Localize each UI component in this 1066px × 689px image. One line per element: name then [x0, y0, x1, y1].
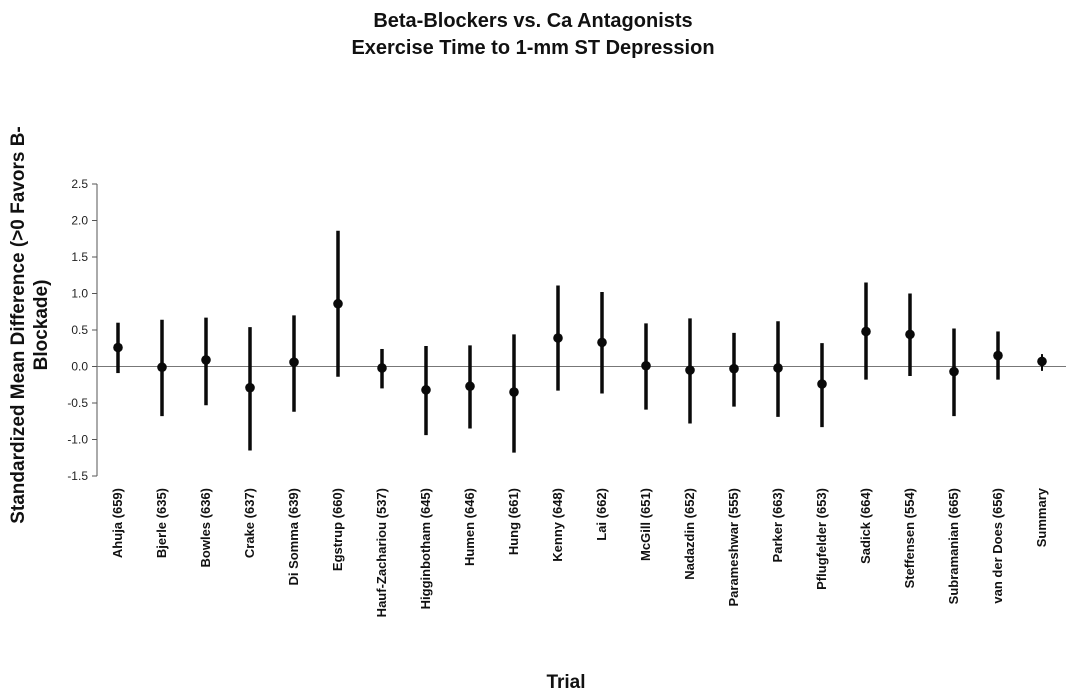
point-estimate: [685, 365, 695, 375]
trial-label: van der Does (656): [990, 488, 1005, 604]
trial-label: Di Somma (639): [286, 488, 301, 586]
point-estimate: [245, 382, 255, 393]
trial-label: Parker (663): [770, 488, 785, 562]
trial-label: Crake (637): [242, 488, 257, 558]
trial-label: Summary: [1034, 487, 1049, 547]
trial-label: Parameshwar (555): [726, 488, 741, 607]
chart-subtitle: Exercise Time to 1-mm ST Depression: [351, 37, 715, 59]
trial-label: Humen (646): [462, 488, 477, 566]
trial-label: Kenny (648): [550, 488, 565, 562]
point-estimate: [157, 362, 167, 373]
y-axis-title-line-1: Standardized Mean Difference (>0 Favors …: [8, 126, 29, 524]
y-axis-title: Standardized Mean Difference (>0 Favors …: [8, 126, 52, 524]
point-estimate: [113, 342, 123, 353]
trial-label: Higginbotham (645): [418, 488, 433, 609]
point-estimate: [553, 333, 563, 343]
mark-layer: [113, 230, 1047, 453]
point-estimate: [509, 387, 519, 397]
point-estimate: [641, 360, 651, 371]
trial-label: Steffensen (554): [902, 488, 917, 588]
y-tick-label: -1.0: [67, 433, 88, 447]
y-tick-label: 1.0: [71, 287, 88, 301]
trial-label: Subramanian (665): [946, 488, 961, 604]
point-estimate: [377, 363, 387, 373]
y-axis-title-line-2: Blockade): [31, 280, 52, 371]
point-estimate: [465, 381, 475, 392]
trial-label: Ahuja (659): [110, 488, 125, 558]
point-estimate: [201, 355, 211, 365]
point-estimate: [597, 337, 607, 348]
point-estimate: [289, 357, 299, 367]
trial-label: Pflugfelder (653): [814, 488, 829, 590]
y-tick-label: 1.5: [71, 250, 88, 264]
point-estimate: [817, 379, 827, 389]
y-tick-label: 0.0: [71, 360, 88, 374]
y-tick-label: 2.5: [71, 177, 88, 191]
point-estimate: [861, 326, 871, 337]
point-estimate: [905, 329, 915, 340]
trial-label: Hauf-Zachariou (537): [374, 488, 389, 617]
trial-label: Bowles (636): [198, 488, 213, 567]
label-layer: Ahuja (659) Bjerle (635) Bowles (636) Crake…: [110, 487, 1049, 617]
trial-label: Nadazdin (652): [682, 488, 697, 580]
point-estimate: [729, 363, 739, 374]
trial-label: Sadick (664): [858, 488, 873, 564]
trial-label: McGill (651): [638, 488, 653, 561]
y-tick-label: -1.5: [67, 469, 88, 483]
trial-label: Bjerle (635): [154, 488, 169, 558]
trial-label: Lai (662): [594, 488, 609, 541]
point-estimate: [333, 298, 343, 309]
chart-title-block: Beta-Blockers vs. Ca Antagonists Exercis…: [0, 8, 1066, 62]
y-tick-label: 0.5: [71, 323, 88, 337]
trial-label: Hung (661): [506, 488, 521, 555]
axis-layer: 2.5 2.0 1.5 1.0 0.5 0.0 -0.5 -1.0 -1.5: [67, 177, 1066, 483]
y-tick-label: 2.0: [71, 214, 88, 228]
trial-label: Egstrup (660): [330, 488, 345, 571]
chart-title: Beta-Blockers vs. Ca Antagonists: [373, 10, 693, 32]
y-tick-label: -0.5: [67, 396, 88, 410]
point-estimate: [421, 385, 431, 395]
point-estimate: [1037, 356, 1047, 367]
point-estimate: [949, 366, 959, 377]
point-estimate: [773, 363, 783, 373]
point-estimate: [993, 350, 1003, 361]
x-axis-title: Trial: [546, 672, 585, 689]
